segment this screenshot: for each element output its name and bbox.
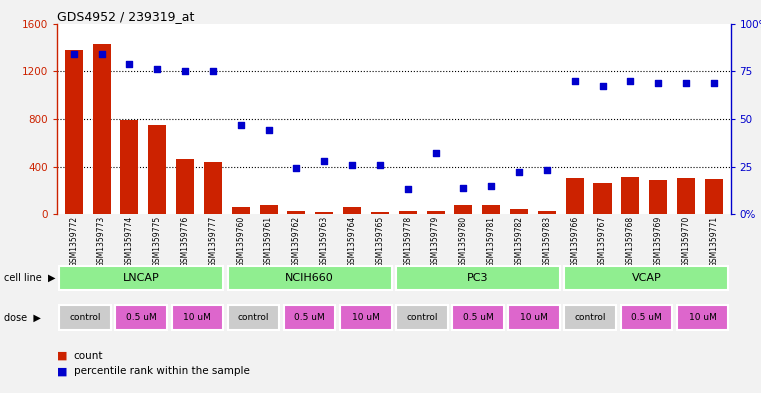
- Text: 0.5 uM: 0.5 uM: [126, 313, 157, 322]
- Point: [541, 167, 553, 173]
- FancyBboxPatch shape: [59, 266, 223, 290]
- Point: [291, 165, 303, 172]
- Text: percentile rank within the sample: percentile rank within the sample: [74, 366, 250, 376]
- Text: 10 uM: 10 uM: [521, 313, 548, 322]
- Point: [68, 51, 80, 57]
- Point: [179, 68, 191, 74]
- Point: [597, 83, 609, 90]
- Bar: [315, 212, 333, 214]
- Point: [485, 182, 497, 189]
- FancyBboxPatch shape: [340, 305, 392, 330]
- Text: cell line  ▶: cell line ▶: [4, 273, 56, 283]
- Bar: [621, 177, 639, 214]
- FancyBboxPatch shape: [228, 266, 392, 290]
- Bar: [176, 160, 194, 214]
- Text: 10 uM: 10 uM: [689, 313, 716, 322]
- Bar: [594, 183, 612, 214]
- Point: [402, 186, 414, 193]
- FancyBboxPatch shape: [565, 266, 728, 290]
- Point: [318, 158, 330, 164]
- FancyBboxPatch shape: [620, 305, 672, 330]
- Point: [96, 51, 108, 57]
- Point: [708, 79, 720, 86]
- Bar: [120, 120, 139, 214]
- Bar: [426, 211, 444, 214]
- Bar: [399, 211, 417, 214]
- Bar: [65, 50, 83, 214]
- Bar: [454, 205, 473, 214]
- Bar: [510, 209, 528, 214]
- Bar: [677, 178, 695, 214]
- FancyBboxPatch shape: [171, 305, 223, 330]
- Point: [680, 79, 692, 86]
- FancyBboxPatch shape: [284, 305, 336, 330]
- Text: dose  ▶: dose ▶: [4, 312, 40, 322]
- Bar: [148, 125, 167, 214]
- Text: 0.5 uM: 0.5 uM: [295, 313, 325, 322]
- Bar: [705, 179, 723, 214]
- FancyBboxPatch shape: [508, 305, 560, 330]
- FancyBboxPatch shape: [228, 305, 279, 330]
- Point: [429, 150, 441, 156]
- Point: [374, 162, 386, 168]
- Bar: [231, 207, 250, 214]
- FancyBboxPatch shape: [452, 305, 504, 330]
- Bar: [649, 180, 667, 214]
- Bar: [371, 212, 389, 214]
- Text: LNCAP: LNCAP: [123, 273, 160, 283]
- Point: [624, 78, 636, 84]
- Bar: [343, 207, 361, 214]
- Point: [207, 68, 219, 74]
- Text: ■: ■: [57, 366, 68, 376]
- Text: NCIH660: NCIH660: [285, 273, 334, 283]
- Bar: [93, 44, 110, 214]
- Bar: [565, 178, 584, 214]
- Text: 0.5 uM: 0.5 uM: [463, 313, 493, 322]
- Text: PC3: PC3: [467, 273, 489, 283]
- FancyBboxPatch shape: [116, 305, 167, 330]
- Point: [346, 162, 358, 168]
- Point: [513, 169, 525, 175]
- Text: control: control: [237, 313, 269, 322]
- Text: GDS4952 / 239319_at: GDS4952 / 239319_at: [57, 10, 195, 23]
- Text: control: control: [406, 313, 438, 322]
- Point: [263, 127, 275, 134]
- Bar: [538, 211, 556, 214]
- Point: [652, 79, 664, 86]
- Bar: [482, 205, 500, 214]
- Text: count: count: [74, 351, 103, 361]
- Text: ■: ■: [57, 351, 68, 361]
- Text: VCAP: VCAP: [632, 273, 661, 283]
- Bar: [260, 205, 278, 214]
- FancyBboxPatch shape: [677, 305, 728, 330]
- Text: control: control: [575, 313, 606, 322]
- Bar: [288, 211, 305, 214]
- Bar: [204, 162, 222, 214]
- Point: [457, 184, 470, 191]
- Point: [568, 78, 581, 84]
- Text: 0.5 uM: 0.5 uM: [631, 313, 662, 322]
- FancyBboxPatch shape: [396, 266, 560, 290]
- Text: 10 uM: 10 uM: [352, 313, 380, 322]
- FancyBboxPatch shape: [59, 305, 111, 330]
- Point: [123, 61, 135, 67]
- FancyBboxPatch shape: [565, 305, 616, 330]
- Text: control: control: [69, 313, 101, 322]
- FancyBboxPatch shape: [396, 305, 447, 330]
- Text: 10 uM: 10 uM: [183, 313, 212, 322]
- Point: [234, 121, 247, 128]
- Point: [151, 66, 164, 72]
